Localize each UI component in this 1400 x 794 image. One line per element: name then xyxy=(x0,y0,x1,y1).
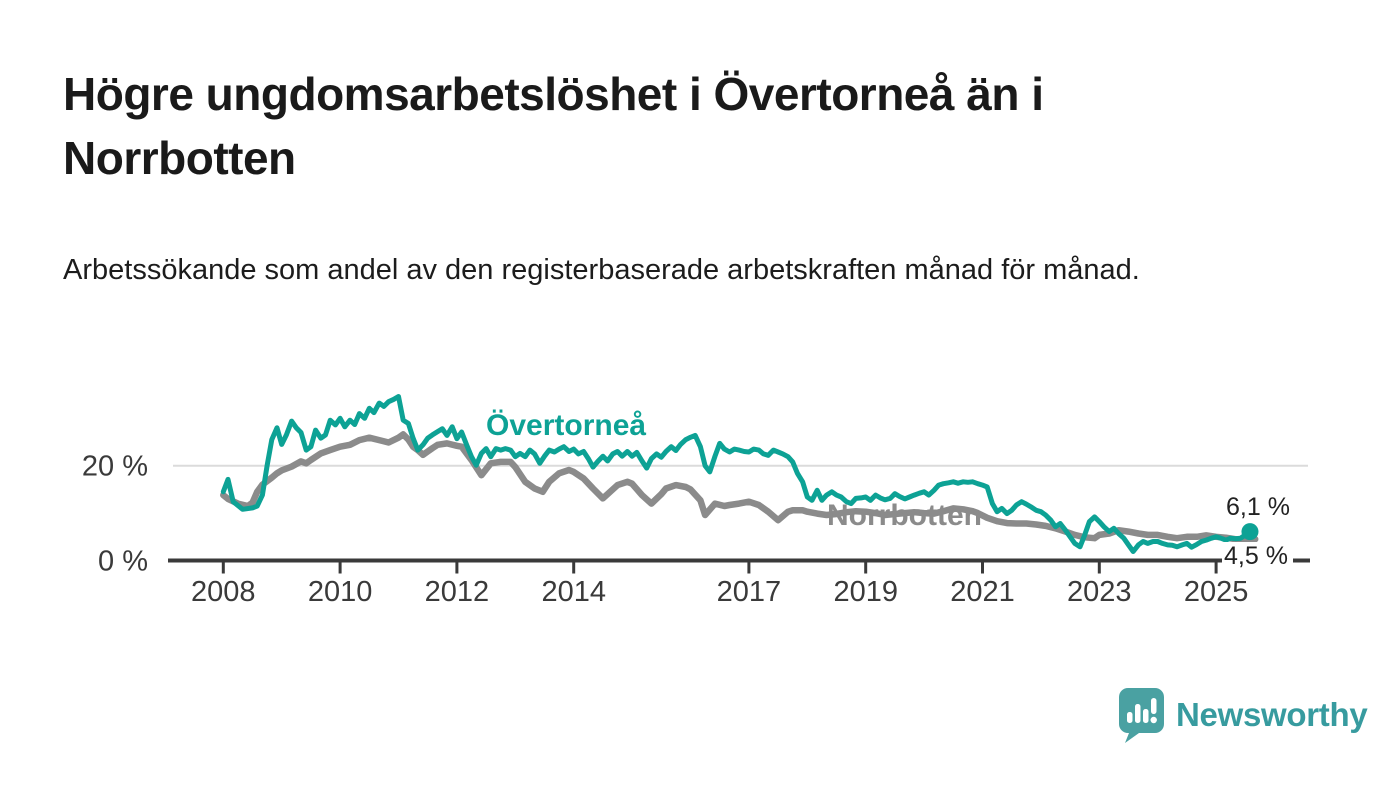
newsworthy-logo[interactable]: Newsworthy xyxy=(1117,687,1368,743)
newsworthy-logo-text: Newsworthy xyxy=(1176,696,1368,733)
y-tick-label: 0 % xyxy=(98,546,148,578)
series-label-overtornea: Övertorneå xyxy=(486,409,647,442)
x-tick-label: 2023 xyxy=(1067,576,1132,608)
end-value-label-norrbotten: 4,5 % xyxy=(1222,542,1293,571)
x-tick-label: 2008 xyxy=(191,576,256,608)
end-value-label-overtornea: 6,1 % xyxy=(1226,493,1290,521)
x-tick-label: 2025 xyxy=(1184,576,1249,608)
series-label-norrbotten: Norrbotten xyxy=(827,499,982,532)
chart-title: Högre ungdomsarbetslöshet i Övertorneå ä… xyxy=(63,68,1044,184)
x-tick-label: 2021 xyxy=(950,576,1015,608)
chart-subtitle: Arbetssökande som andel av den registerb… xyxy=(63,254,1140,286)
x-tick-label: 2014 xyxy=(541,576,606,608)
x-tick-label: 2010 xyxy=(308,576,373,608)
newsworthy-logo-icon xyxy=(1119,688,1164,743)
x-tick-label: 2012 xyxy=(425,576,490,608)
y-tick-label: 20 % xyxy=(82,451,148,483)
x-tick-label: 2017 xyxy=(717,576,782,608)
x-tick-label: 2019 xyxy=(833,576,898,608)
series-end-dot xyxy=(1241,523,1259,541)
series-line-overtornea xyxy=(220,394,1253,554)
